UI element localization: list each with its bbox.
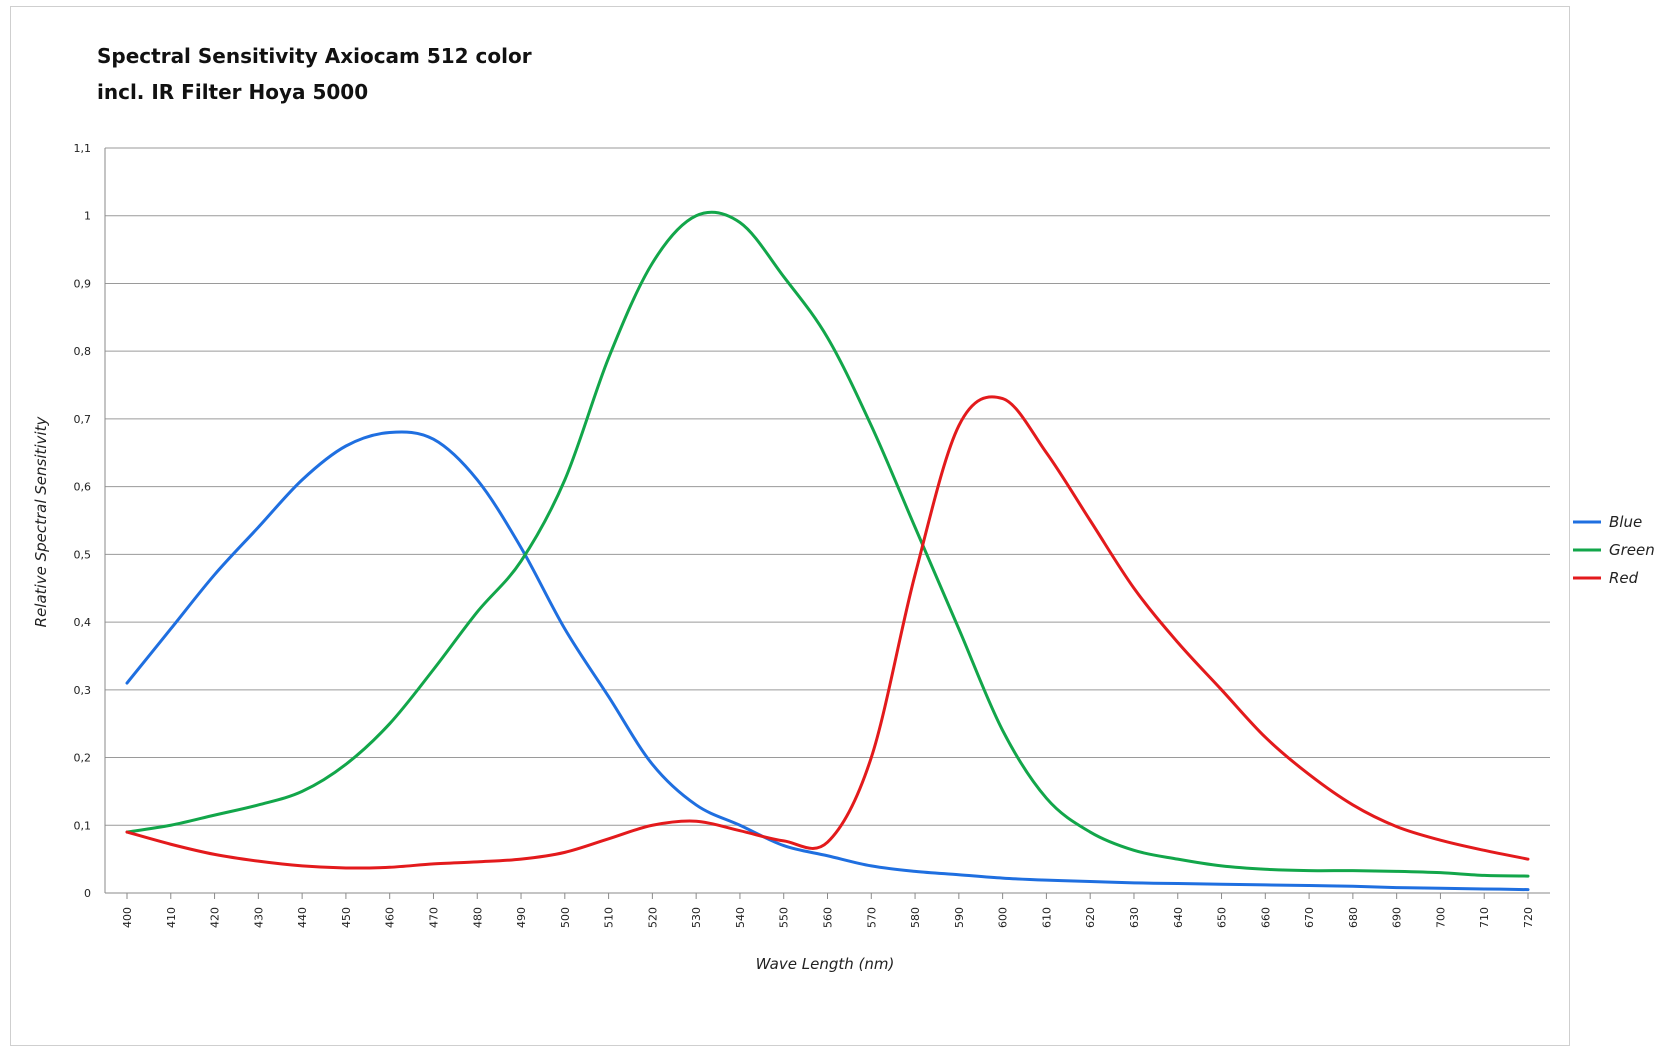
x-tick-label: 610 (1040, 907, 1053, 928)
x-tick-label: 640 (1172, 907, 1185, 928)
x-tick-label: 600 (997, 907, 1010, 928)
x-tick-label: 720 (1522, 907, 1535, 928)
x-tick-label: 420 (209, 907, 222, 928)
chart-frame (10, 6, 1570, 1046)
x-tick-label: 520 (646, 907, 659, 928)
y-tick-label: 0,4 (74, 616, 92, 629)
series-line-blue (125, 430, 1530, 892)
series-line-green (125, 210, 1530, 878)
chart-subtitle: incl. IR Filter Hoya 5000 (97, 80, 369, 104)
y-tick-label: 1,1 (74, 142, 92, 155)
axes (104, 148, 1529, 899)
series-line-red (125, 395, 1530, 870)
x-tick-label: 580 (909, 907, 922, 928)
y-tick-label: 0,1 (74, 819, 92, 832)
x-tick-label: 440 (296, 907, 309, 928)
legend-label-red: Red (1609, 569, 1639, 587)
legend-label-green: Green (1609, 541, 1655, 559)
y-axis-title: Relative Spectral Sensitivity (32, 416, 50, 628)
x-tick-label: 680 (1347, 907, 1360, 928)
x-tick-label: 460 (384, 907, 397, 928)
x-tick-label: 490 (515, 907, 528, 928)
x-tick-label: 540 (734, 907, 747, 928)
x-tick-label: 570 (865, 907, 878, 928)
x-tick-label: 480 (471, 907, 484, 928)
y-tick-label: 0,6 (74, 481, 92, 494)
x-tick-label: 710 (1478, 907, 1491, 928)
x-tick-label: 530 (690, 907, 703, 928)
legend: Blue Green Red (1573, 513, 1655, 587)
x-tick-label: 590 (953, 907, 966, 928)
x-axis-title: Wave Length (nm) (756, 955, 895, 973)
x-tick-label: 650 (1216, 907, 1229, 928)
x-tick-label: 470 (427, 907, 440, 928)
y-tick-label: 1 (84, 210, 91, 223)
x-tick-label: 550 (778, 907, 791, 928)
x-tick-label: 700 (1434, 907, 1447, 928)
y-tick-label: 0 (84, 887, 91, 900)
y-tick-label: 0,9 (74, 277, 92, 290)
x-tick-label: 660 (1259, 907, 1272, 928)
y-tick-labels: 0 0,1 0,2 0,3 0,4 0,5 0,6 0,7 0,8 0,9 1 1,1 (74, 142, 92, 900)
y-tick-label: 0,2 (74, 752, 92, 765)
legend-label-blue: Blue (1609, 513, 1642, 531)
x-tick-label: 630 (1128, 907, 1141, 928)
x-tick-label: 450 (340, 907, 353, 928)
x-tick-label: 670 (1303, 907, 1316, 928)
x-tick-label: 430 (252, 907, 265, 928)
x-tick-label: 560 (822, 907, 835, 928)
x-tick-label: 690 (1391, 907, 1404, 928)
chart-title: Spectral Sensitivity Axiocam 512 color (97, 44, 532, 68)
y-tick-label: 0,8 (74, 345, 92, 358)
x-tick-label: 410 (165, 907, 178, 928)
series-lines (125, 210, 1530, 892)
x-tick-labels: 400 410 420 430 440 450 460 470 480 490 500 510 520 5… (121, 907, 1535, 928)
x-tick-label: 510 (603, 907, 616, 928)
x-tick-label: 620 (1084, 907, 1097, 928)
x-tick-label: 400 (121, 907, 134, 928)
x-tick-label: 500 (559, 907, 572, 928)
y-tick-label: 0,7 (74, 413, 92, 426)
chart-title-block: Spectral Sensitivity Axiocam 512 color i… (97, 38, 532, 110)
y-tick-label: 0,3 (74, 684, 92, 697)
y-tick-label: 0,5 (74, 548, 92, 561)
